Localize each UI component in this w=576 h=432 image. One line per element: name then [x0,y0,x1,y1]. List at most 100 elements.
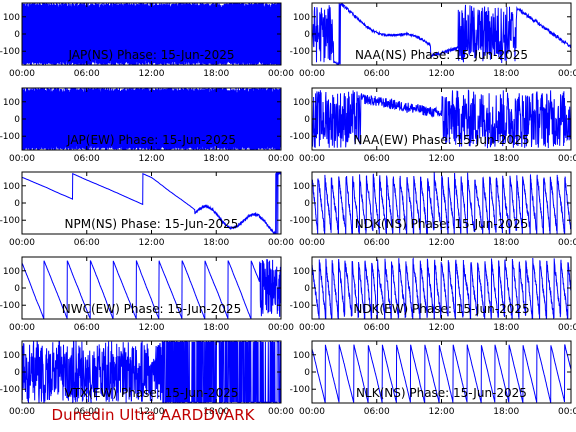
x-tick-label: 18:00 [203,154,229,164]
x-tick-label: 00:00 [558,69,576,79]
panel-10: 100 0 -100 00:00 06:00 12:00 18:00 00:00 NLK(NS)… [290,340,576,417]
x-tick-label: 12:00 [429,323,455,333]
x-tick-label: 18:00 [203,323,229,333]
y-tick-label: 100 [3,98,20,108]
y-tick-label: -100 [0,301,20,311]
x-tick-label: 00:00 [558,323,576,333]
x-tick-label: 12:00 [429,69,455,79]
x-tick-label: 12:00 [139,69,165,79]
x-tick-label: 00:00 [558,154,576,164]
x-tick-label: 00:00 [9,407,35,417]
panel-label: NAA(NS) Phase: 15-Jun-2025 [355,48,528,62]
x-tick-label: 00:00 [299,238,325,248]
x-tick-label: 12:00 [139,238,165,248]
panel-label: NWC(EW) Phase: 15-Jun-2025 [62,302,241,316]
y-tick-label: 100 [293,182,310,192]
x-tick-label: 00:00 [268,69,294,79]
panel-2: 100 0 -100 00:00 06:00 12:00 18:00 00:00 NAA(NS)… [290,2,576,79]
y-tick-label: 0 [14,115,20,125]
x-tick-label: 06:00 [364,407,390,417]
x-tick-label: 18:00 [493,238,519,248]
x-tick-label: 00:00 [268,238,294,248]
x-tick-label: 18:00 [203,238,229,248]
y-tick-label: -100 [290,132,311,142]
footer-label: Dunedin Ultra AARDDVARK [52,406,256,424]
x-tick-label: 12:00 [429,154,455,164]
x-tick-label: 00:00 [558,407,576,417]
x-tick-label: 12:00 [139,154,165,164]
x-tick-label: 06:00 [74,407,100,417]
x-tick-label: 06:00 [74,69,100,79]
y-tick-label: 0 [304,199,310,209]
panel-9: 100 0 -100 00:00 06:00 12:00 18:00 00:00 VTX(EW)… [0,340,294,417]
x-tick-label: 06:00 [364,323,390,333]
panel-3: 100 0 -100 00:00 06:00 12:00 18:00 00:00 JAP(EW)… [0,87,294,164]
panel-label: NDK(EW) Phase: 15-Jun-2025 [353,302,529,316]
x-tick-label: 00:00 [299,154,325,164]
x-tick-label: 00:00 [299,323,325,333]
phase-series-line [312,257,571,319]
panel-label: JAP(NS) Phase: 15-Jun-2025 [67,48,234,62]
panel-5: 100 0 -100 00:00 06:00 12:00 18:00 00:00 NPM(NS)… [0,171,294,248]
x-tick-label: 00:00 [299,69,325,79]
panel-label: NAA(EW) Phase: 15-Jun-2025 [354,133,530,147]
panel-label: VTX(EW) Phase: 15-Jun-2025 [65,386,239,400]
panel-7: 100 0 -100 00:00 06:00 12:00 18:00 00:00 NWC(EW)… [0,256,294,333]
phase-series-line [312,172,571,234]
x-tick-label: 00:00 [9,323,35,333]
x-tick-label: 06:00 [74,154,100,164]
y-tick-label: -100 [290,47,311,57]
y-tick-label: 0 [304,368,310,378]
phase-series-line [312,3,571,65]
x-tick-label: 12:00 [429,238,455,248]
x-tick-label: 18:00 [493,69,519,79]
x-tick-label: 06:00 [364,238,390,248]
panel-6: 100 0 -100 00:00 06:00 12:00 18:00 00:00 NDK(NS)… [290,171,576,248]
x-tick-label: 00:00 [268,154,294,164]
x-tick-label: 06:00 [364,154,390,164]
x-tick-label: 06:00 [74,323,100,333]
y-tick-label: 0 [304,30,310,40]
y-tick-label: 100 [3,351,20,361]
y-tick-label: 0 [14,284,20,294]
panel-4: 100 0 -100 00:00 06:00 12:00 18:00 00:00 NAA(EW)… [290,87,576,164]
x-tick-label: 00:00 [9,69,35,79]
y-tick-label: -100 [290,385,311,395]
x-tick-label: 18:00 [493,323,519,333]
y-tick-label: 100 [293,13,310,23]
x-tick-label: 18:00 [493,407,519,417]
phase-series-line [22,341,281,403]
y-tick-label: 100 [3,182,20,192]
y-tick-label: -100 [0,132,20,142]
x-tick-label: 00:00 [299,407,325,417]
x-tick-label: 00:00 [268,407,294,417]
phase-series-line [312,344,571,403]
y-tick-label: -100 [0,216,20,226]
x-tick-label: 06:00 [74,238,100,248]
y-tick-label: -100 [0,385,20,395]
panel-label: NPM(NS) Phase: 15-Jun-2025 [65,217,239,231]
panel-label: NLK(NS) Phase: 15-Jun-2025 [356,386,527,400]
y-tick-label: 100 [3,13,20,23]
panel-label: JAP(EW) Phase: 15-Jun-2025 [66,133,236,147]
x-tick-label: 12:00 [429,407,455,417]
x-tick-label: 00:00 [268,323,294,333]
y-tick-label: -100 [290,216,311,226]
y-tick-label: -100 [290,301,311,311]
x-tick-label: 18:00 [203,407,229,417]
x-tick-label: 12:00 [139,323,165,333]
x-tick-label: 00:00 [9,154,35,164]
panel-8: 100 0 -100 00:00 06:00 12:00 18:00 00:00 NDK(EW)… [290,256,576,333]
phase-series-line [22,259,281,319]
y-tick-label: 0 [14,30,20,40]
y-tick-label: 100 [293,351,310,361]
x-tick-label: 18:00 [203,69,229,79]
panel-label: NDK(NS) Phase: 15-Jun-2025 [355,217,528,231]
y-tick-label: -100 [0,47,20,57]
x-tick-label: 18:00 [493,154,519,164]
x-tick-label: 12:00 [139,407,165,417]
x-tick-label: 06:00 [364,69,390,79]
y-tick-label: 0 [304,115,310,125]
y-tick-label: 100 [293,267,310,277]
